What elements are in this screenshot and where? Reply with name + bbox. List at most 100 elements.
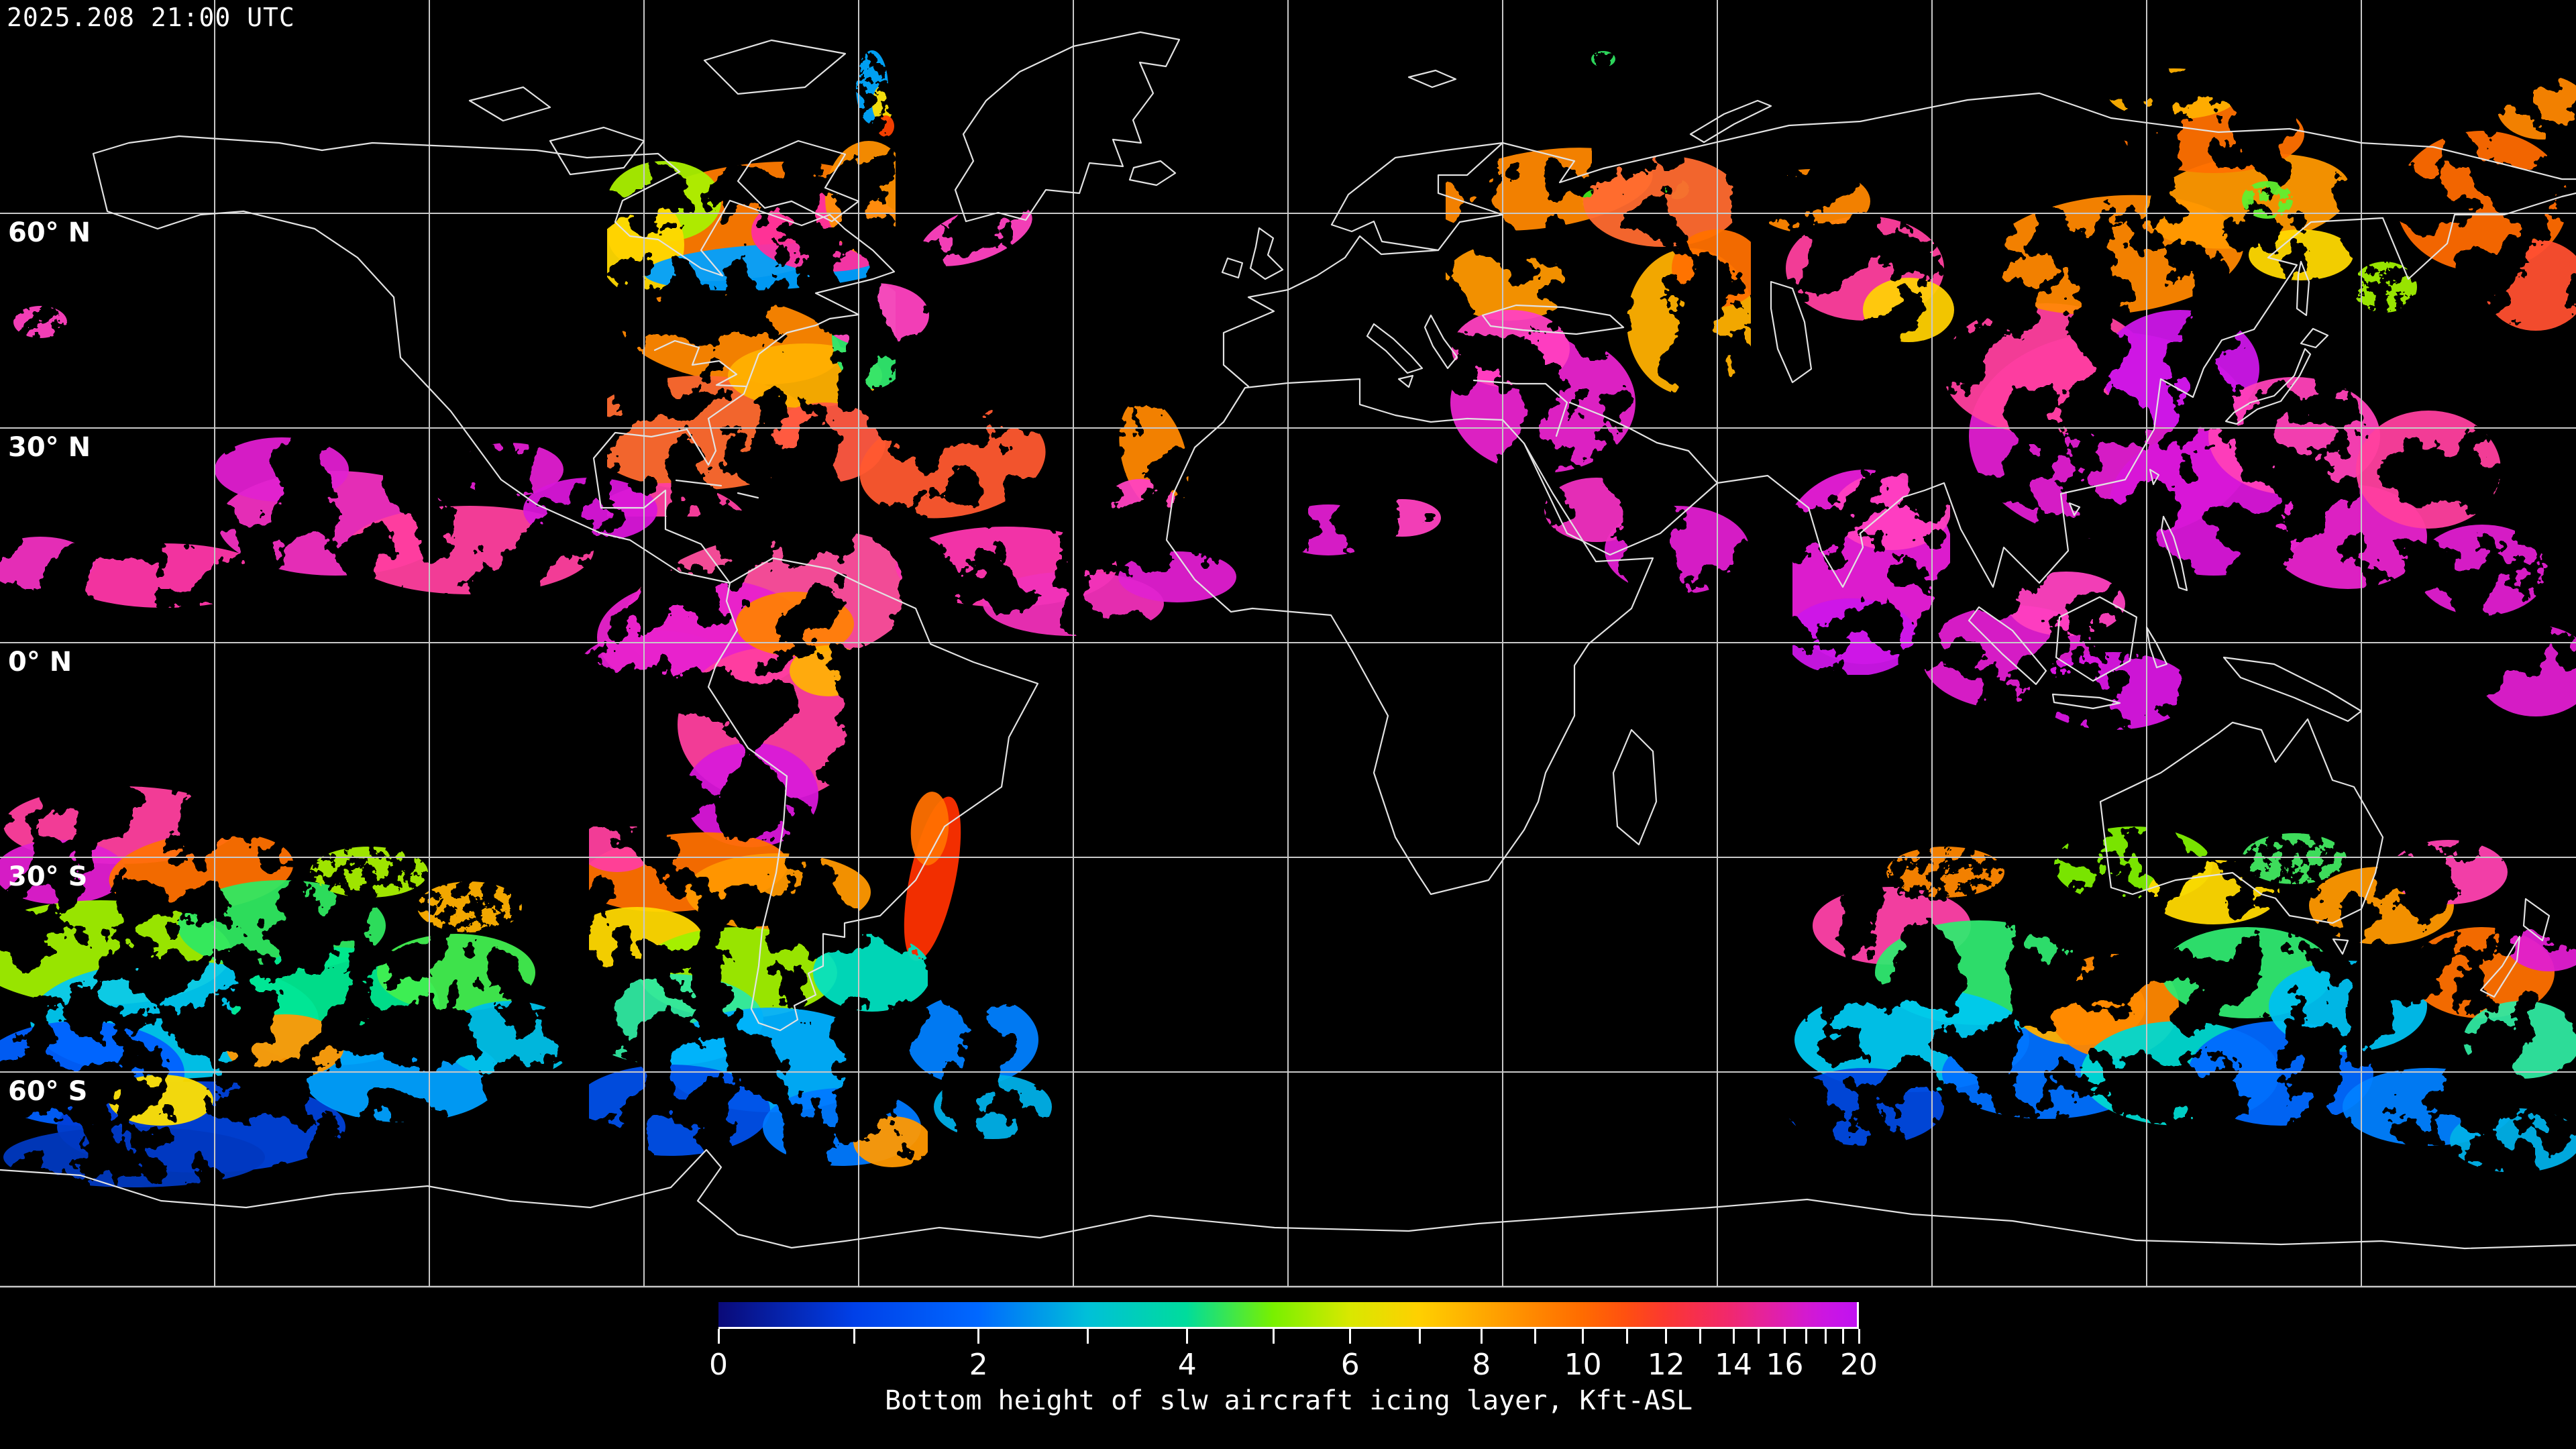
- data-blob: [1863, 278, 1954, 342]
- data-blob: [2249, 229, 2353, 280]
- data-blob: [2242, 181, 2293, 219]
- data-blob: [859, 407, 1046, 519]
- coastline: [2068, 502, 2081, 517]
- data-blob: [825, 141, 896, 255]
- lat-label: 30° S: [8, 861, 88, 892]
- data-blob: [853, 1116, 928, 1167]
- data-blob: [907, 994, 1038, 1085]
- coastline: [1689, 99, 1772, 144]
- data-blob: [2396, 131, 2568, 272]
- coastline: [2296, 260, 2310, 317]
- data-blob: [1544, 478, 1649, 542]
- colorbar-tick: [1349, 1329, 1352, 1344]
- coastline-layer: [0, 31, 2576, 1250]
- blob-group: [0, 68, 2576, 1187]
- colorbar-tick: [1699, 1329, 1702, 1344]
- data-blob: [377, 934, 535, 1012]
- data-blob: [109, 1075, 213, 1126]
- blob-group: [589, 826, 928, 1167]
- coastline: [1249, 227, 1284, 280]
- coastline: [703, 39, 847, 95]
- data-blob: [877, 115, 894, 137]
- data-blob: [60, 543, 268, 608]
- colorbar-tick-label: 10: [1564, 1348, 1602, 1382]
- graticule-layer: [0, 0, 2576, 1288]
- coastline: [1716, 192, 2576, 588]
- coastline: [2149, 468, 2160, 486]
- data-blob: [2101, 310, 2259, 428]
- colorbar: [718, 1302, 1859, 1329]
- coastline: [2300, 327, 2329, 349]
- coastline: [1424, 314, 1458, 370]
- colorbar-tick: [1582, 1329, 1585, 1344]
- coastline: [1397, 374, 1414, 388]
- colorbar-tick: [1805, 1329, 1808, 1344]
- coastline: [1770, 280, 1813, 384]
- colorbar-tick: [1480, 1329, 1483, 1344]
- data-blob: [2356, 411, 2501, 529]
- colorbar-tick-label: 14: [1715, 1348, 1752, 1382]
- colorbar-title: Bottom height of slw aircraft icing laye…: [884, 1385, 1693, 1416]
- data-blob: [607, 376, 818, 490]
- colorbar-tick: [1186, 1329, 1189, 1344]
- data-blob: [1583, 156, 1741, 247]
- data-blob: [1786, 1068, 1944, 1146]
- data-blob: [2477, 625, 2576, 716]
- data-blob: [589, 1065, 770, 1156]
- lat-label: 0° N: [8, 647, 72, 678]
- data-blob: [2242, 833, 2347, 884]
- coastline: [1366, 323, 1424, 374]
- coastline: [92, 135, 896, 584]
- data-blob: [910, 792, 949, 865]
- data-blob: [3, 1127, 265, 1187]
- coastline: [1968, 606, 2047, 686]
- data-blob: [1363, 499, 1441, 537]
- colorbar-tick: [1858, 1329, 1860, 1344]
- colorbar-tick-label: 0: [709, 1348, 728, 1382]
- coastline: [737, 492, 759, 499]
- data-blob: [822, 283, 929, 347]
- data-blob: [1452, 310, 1570, 388]
- coastline: [1221, 257, 1244, 279]
- data-blob: [920, 203, 1032, 266]
- data-blob: [1792, 598, 1917, 675]
- coastline: [1481, 304, 1625, 335]
- data-blob: [2463, 1001, 2576, 1079]
- data-blob: [813, 934, 928, 1012]
- data-blob: [0, 840, 126, 904]
- blob-group: [1792, 470, 1950, 675]
- coastline: [2522, 898, 2551, 942]
- data-blob: [1118, 551, 1236, 602]
- coastline: [2099, 718, 2384, 924]
- data-blob: [934, 1075, 1052, 1139]
- coastline: [675, 479, 722, 487]
- colorbar-tick-label: 6: [1340, 1348, 1360, 1382]
- colorbar-tick: [1732, 1329, 1735, 1344]
- coastline: [2332, 938, 2349, 955]
- coastline: [707, 557, 1039, 1032]
- coastline: [0, 1148, 2576, 1250]
- coastline: [2224, 347, 2312, 425]
- blob-group: [904, 792, 961, 961]
- timestamp: 2025.208 21:00 UTC: [7, 3, 295, 32]
- coastline: [1128, 160, 1177, 186]
- data-blob: [226, 1014, 344, 1079]
- colorbar-tick: [1626, 1329, 1629, 1344]
- data-blob: [0, 537, 94, 590]
- data-blob: [13, 306, 67, 338]
- data-blob: [2148, 860, 2279, 924]
- coastline: [954, 31, 1181, 223]
- data-blob: [2108, 68, 2239, 119]
- colorbar-tick-label: 4: [1177, 1348, 1197, 1382]
- data-blob: [790, 645, 867, 696]
- colorbar-tick: [1784, 1329, 1786, 1344]
- colorbar-tick: [1087, 1329, 1089, 1344]
- coastline: [2051, 693, 2121, 710]
- data-field-layer: [0, 50, 2576, 1187]
- data-blob: [1446, 243, 1575, 321]
- coastline: [1472, 379, 1568, 437]
- coastline: [737, 140, 860, 223]
- data-blob: [310, 847, 428, 898]
- colorbar-tick: [717, 1329, 720, 1344]
